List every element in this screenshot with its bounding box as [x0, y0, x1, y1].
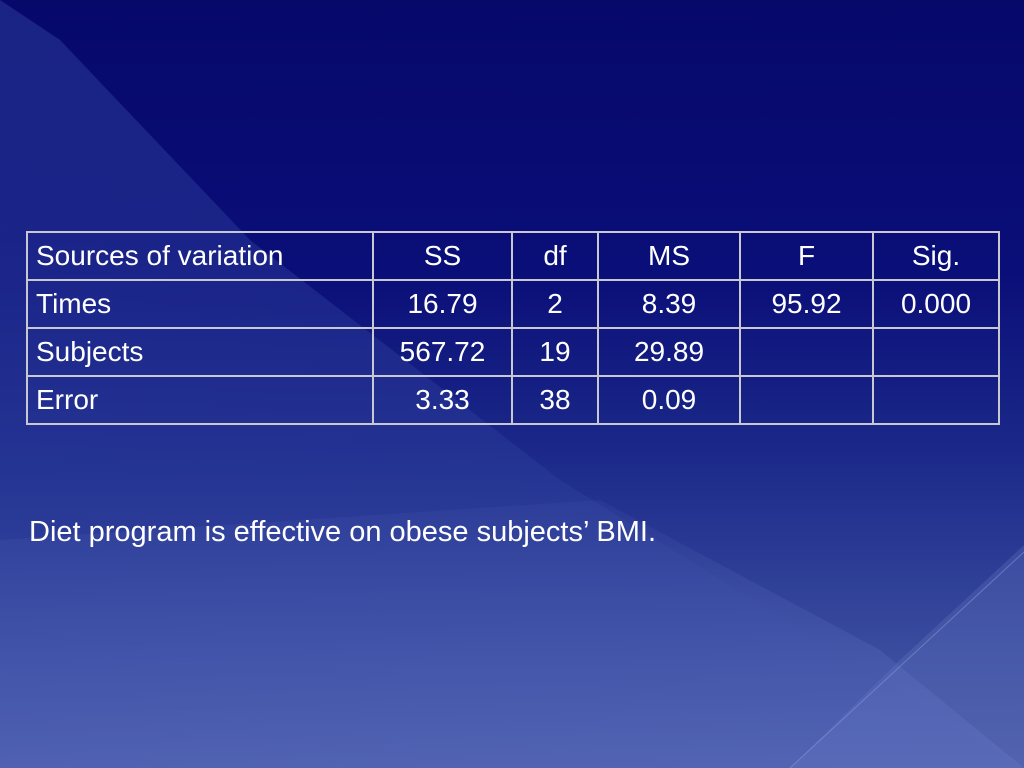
table-row: Error 3.33 38 0.09 — [26, 375, 1000, 425]
background-panel-right — [790, 545, 1024, 768]
table-cell: 0.000 — [872, 279, 1000, 329]
table-row: Times 16.79 2 8.39 95.92 0.000 — [26, 279, 1000, 329]
table-cell — [872, 375, 1000, 425]
header-cell-sig: Sig. — [872, 231, 1000, 281]
table-header-row: Sources of variation SS df MS F Sig. — [26, 231, 1000, 281]
table-cell: 567.72 — [372, 327, 513, 377]
table-cell: 19 — [511, 327, 599, 377]
header-cell-df: df — [511, 231, 599, 281]
table-cell: 29.89 — [597, 327, 741, 377]
table-cell: 16.79 — [372, 279, 513, 329]
header-cell-f: F — [739, 231, 874, 281]
table-cell: 0.09 — [597, 375, 741, 425]
table-cell: 2 — [511, 279, 599, 329]
table-cell: 8.39 — [597, 279, 741, 329]
table-cell: Times — [26, 279, 374, 329]
table-row: Subjects 567.72 19 29.89 — [26, 327, 1000, 377]
background-line — [789, 551, 1024, 768]
table-cell: 95.92 — [739, 279, 874, 329]
table-cell: 38 — [511, 375, 599, 425]
conclusion-text: Diet program is effective on obese subje… — [29, 516, 657, 548]
header-cell-ms: MS — [597, 231, 741, 281]
anova-table: Sources of variation SS df MS F Sig. Tim… — [26, 231, 1000, 425]
header-cell-source: Sources of variation — [26, 231, 374, 281]
table-cell — [739, 375, 874, 425]
table-cell: 3.33 — [372, 375, 513, 425]
table-cell — [739, 327, 874, 377]
table-cell — [872, 327, 1000, 377]
header-cell-ss: SS — [372, 231, 513, 281]
table-cell: Error — [26, 375, 374, 425]
table-cell: Subjects — [26, 327, 374, 377]
